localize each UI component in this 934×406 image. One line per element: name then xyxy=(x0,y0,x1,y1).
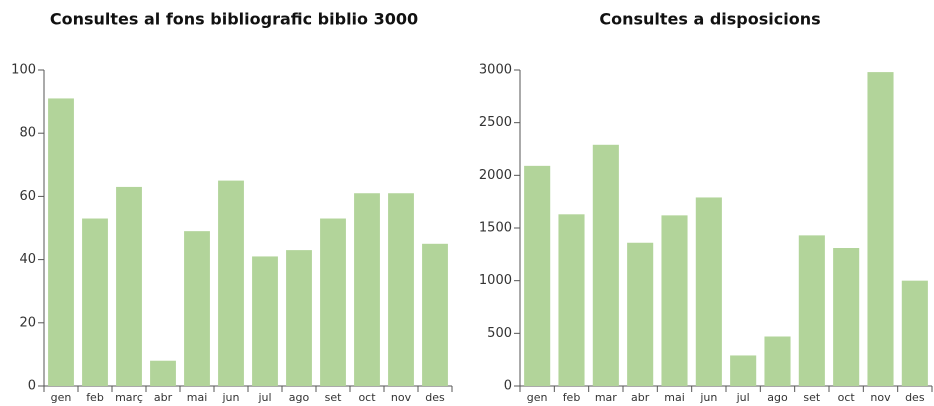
y-tick-label: 80 xyxy=(19,126,36,141)
x-tick-label: jun xyxy=(699,391,717,404)
bar xyxy=(730,355,757,386)
x-tick-label: set xyxy=(803,391,820,404)
chart-title: Consultes a disposicions xyxy=(599,10,820,29)
bar xyxy=(524,165,551,386)
y-tick-label: 20 xyxy=(19,315,36,330)
y-tick-label: 3000 xyxy=(479,63,512,78)
y-tick-label: 0 xyxy=(28,379,36,394)
x-tick-label: abr xyxy=(154,391,173,404)
bar xyxy=(150,360,176,386)
x-tick-label: jun xyxy=(222,391,240,404)
bar xyxy=(286,250,312,386)
x-tick-label: feb xyxy=(563,391,581,404)
bar xyxy=(218,180,244,386)
x-tick-label: març xyxy=(115,391,143,404)
x-tick-label: set xyxy=(325,391,342,404)
x-tick-label: feb xyxy=(86,391,104,404)
chart-title: Consultes al fons bibliografic biblio 30… xyxy=(50,10,418,29)
x-tick-label: mar xyxy=(595,391,617,404)
y-tick-label: 1000 xyxy=(479,273,512,288)
y-tick-label: 0 xyxy=(504,379,512,394)
bar xyxy=(82,218,108,386)
x-tick-label: gen xyxy=(51,391,72,404)
x-tick-label: ago xyxy=(767,391,788,404)
y-tick-label: 2500 xyxy=(479,115,512,130)
x-tick-label: oct xyxy=(838,391,856,404)
y-tick-label: 2000 xyxy=(479,168,512,183)
bar xyxy=(252,256,278,386)
bar xyxy=(833,248,860,386)
y-tick-label: 100 xyxy=(11,63,36,78)
bar xyxy=(354,193,380,386)
x-tick-label: ago xyxy=(289,391,310,404)
y-tick-label: 500 xyxy=(487,326,512,341)
bar xyxy=(422,243,448,386)
x-tick-label: oct xyxy=(358,391,376,404)
x-tick-label: des xyxy=(905,391,925,404)
bar xyxy=(661,215,688,386)
bar xyxy=(388,193,414,386)
y-tick-label: 1500 xyxy=(479,221,512,236)
x-tick-label: jul xyxy=(257,391,271,404)
y-tick-label: 60 xyxy=(19,189,36,204)
bar xyxy=(627,242,654,386)
bar xyxy=(48,98,74,386)
x-tick-label: des xyxy=(425,391,445,404)
x-tick-label: mai xyxy=(664,391,685,404)
bar xyxy=(867,72,894,387)
bar xyxy=(116,186,142,386)
bar xyxy=(695,197,722,386)
x-tick-label: nov xyxy=(391,391,412,404)
x-tick-label: nov xyxy=(870,391,891,404)
x-tick-label: gen xyxy=(527,391,548,404)
bar xyxy=(764,336,791,386)
bar xyxy=(558,214,585,386)
bar xyxy=(320,218,346,386)
x-tick-label: mai xyxy=(187,391,208,404)
bar xyxy=(592,144,619,386)
x-tick-label: abr xyxy=(631,391,650,404)
y-tick-label: 40 xyxy=(19,252,36,267)
bar xyxy=(901,280,928,386)
x-tick-label: jul xyxy=(736,391,750,404)
bar xyxy=(798,235,825,386)
bar xyxy=(184,231,210,386)
